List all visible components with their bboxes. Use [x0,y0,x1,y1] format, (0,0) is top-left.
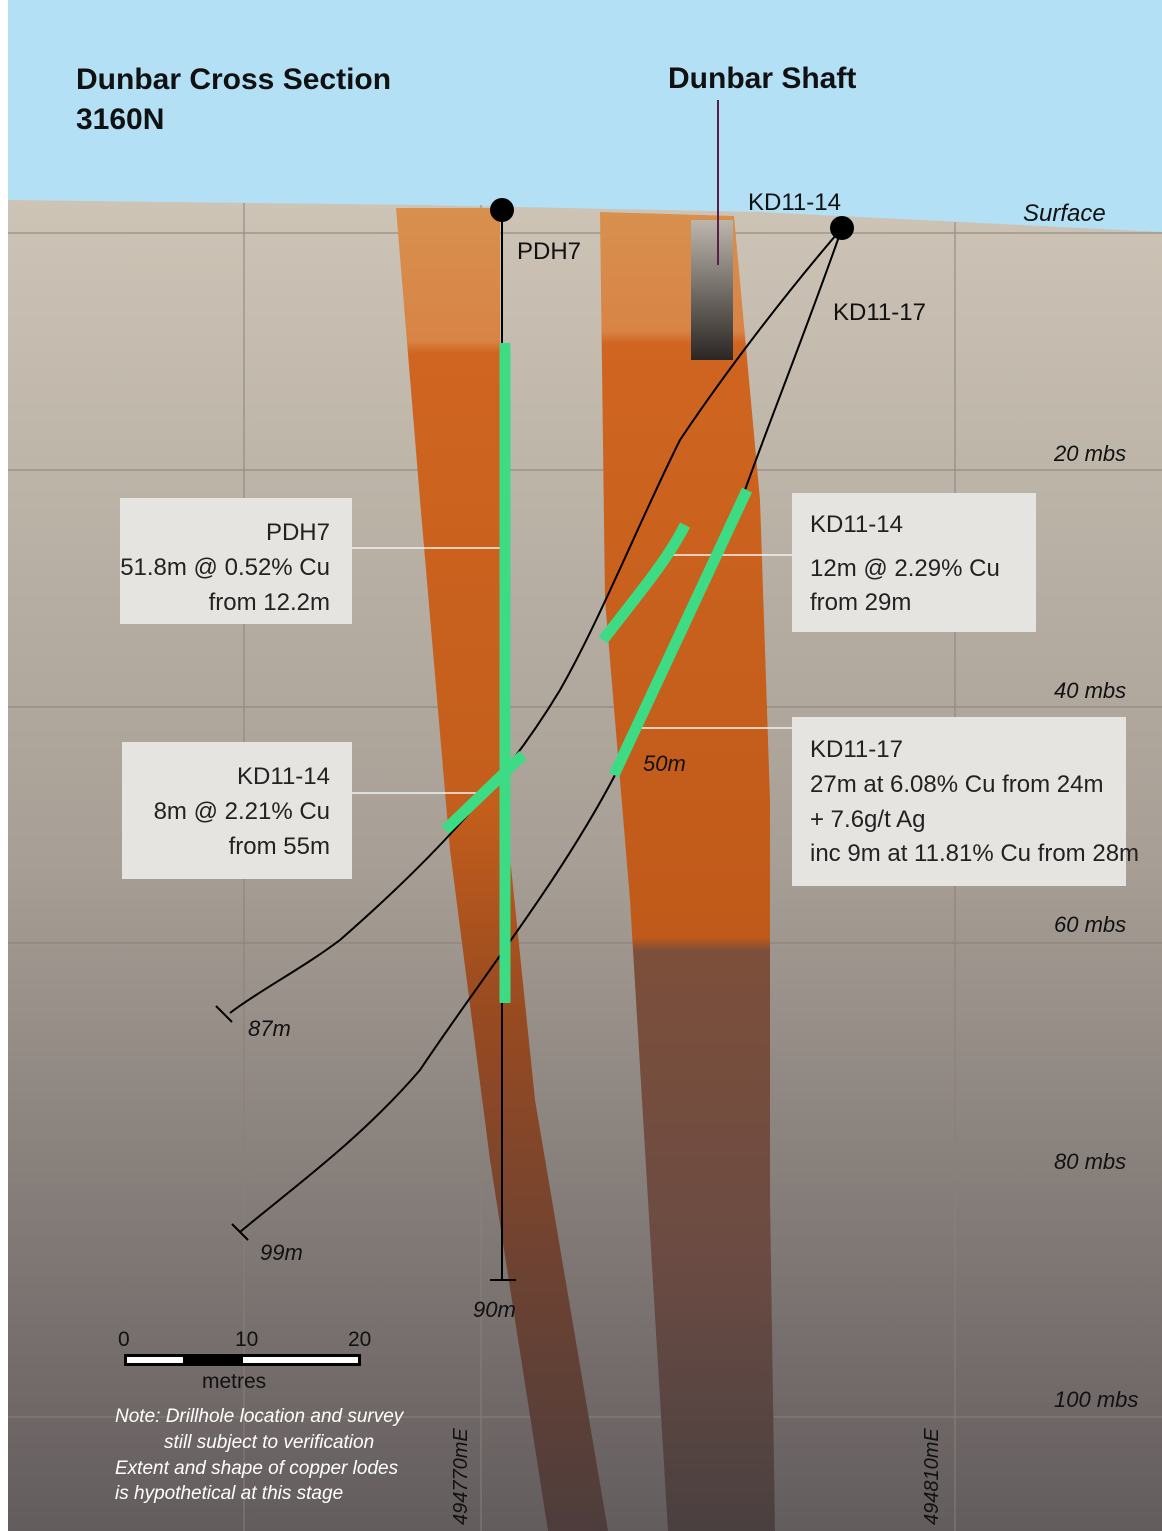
kd11-14-upper-callout-title: KD11-14 [810,511,903,538]
kd11-14-lower-callout [122,742,352,879]
scale-tick-0: 0 [118,1328,130,1351]
pdh7-callout-title: PDH7 [266,519,330,546]
pdh7-end-depth: 90m [473,1297,516,1322]
depth-label-60: 60 mbs [1054,912,1126,937]
kd11-14-label: KD11-14 [748,189,841,216]
kd11-17-mid-depth: 50m [643,751,686,776]
section-title: Dunbar Cross Section [76,63,391,96]
kd11-14-end-tick [215,1005,233,1023]
kd11-14-trace [229,227,843,1014]
kd11-14-lower-callout-title: KD11-14 [237,763,330,790]
kd11-17-end-depth: 99m [260,1240,303,1265]
kd11-14-lower-callout-grade: 8m @ 2.21% Cu [154,798,330,825]
kd11-14-upper-callout-grade: 12m @ 2.29% Cu [810,555,1000,582]
kd11-14-lower-intercept [441,751,527,834]
depth-label-100: 100 mbs [1054,1387,1138,1412]
scale-unit: metres [202,1370,266,1393]
kd11-17-callout-including: inc 9m at 11.81% Cu from 28m [810,840,1139,867]
pdh7-label: PDH7 [517,238,581,265]
kd11-17-intercept [609,487,752,778]
note-line-4: is hypothetical at this stage [115,1483,343,1504]
surface-label: Surface [1023,200,1106,227]
kd11-14-upper-callout-from: from 29m [810,589,911,616]
kd11-collar [830,216,854,240]
copper-lode-east [600,212,775,1531]
sky [8,0,1162,240]
depth-label-40: 40 mbs [1054,678,1126,703]
easting-label-west: 494770mE [450,1428,472,1525]
shaft-label: Dunbar Shaft [668,62,856,95]
scale-tick-20: 20 [348,1328,371,1351]
kd11-17-callout-silver: + 7.6g/t Ag [810,806,925,833]
kd11-14-upper-intercept [598,522,690,644]
easting-label-east: 494810mE [921,1428,943,1525]
kd11-17-callout [792,717,1126,886]
section-subtitle: 3160N [76,103,164,136]
note-line-2: still subject to verification [164,1432,374,1453]
pdh7-callout [120,498,352,624]
pdh7-collar [490,198,514,222]
kd11-17-callout-title: KD11-17 [810,736,903,763]
dunbar-shaft [691,220,733,360]
note-line-1: Note: Drillhole location and survey [115,1406,405,1427]
note-line-3: Extent and shape of copper lodes [115,1458,399,1479]
depth-label-80: 80 mbs [1054,1149,1126,1174]
kd11-17-end-tick [231,1223,249,1241]
kd11-17-callout-grade: 27m at 6.08% Cu from 24m [810,771,1103,798]
scale-bar [124,1354,361,1366]
scale-tick-10: 10 [235,1328,258,1351]
kd11-14-end-depth: 87m [248,1016,291,1041]
pdh7-callout-grade: 51.8m @ 0.52% Cu [120,554,330,581]
depth-label-20: 20 mbs [1053,441,1126,466]
kd11-14-lower-callout-from: from 55m [229,833,330,860]
kd11-17-label: KD11-17 [833,299,926,326]
kd11-14-upper-callout [792,493,1036,632]
pdh7-callout-from: from 12.2m [209,589,330,616]
